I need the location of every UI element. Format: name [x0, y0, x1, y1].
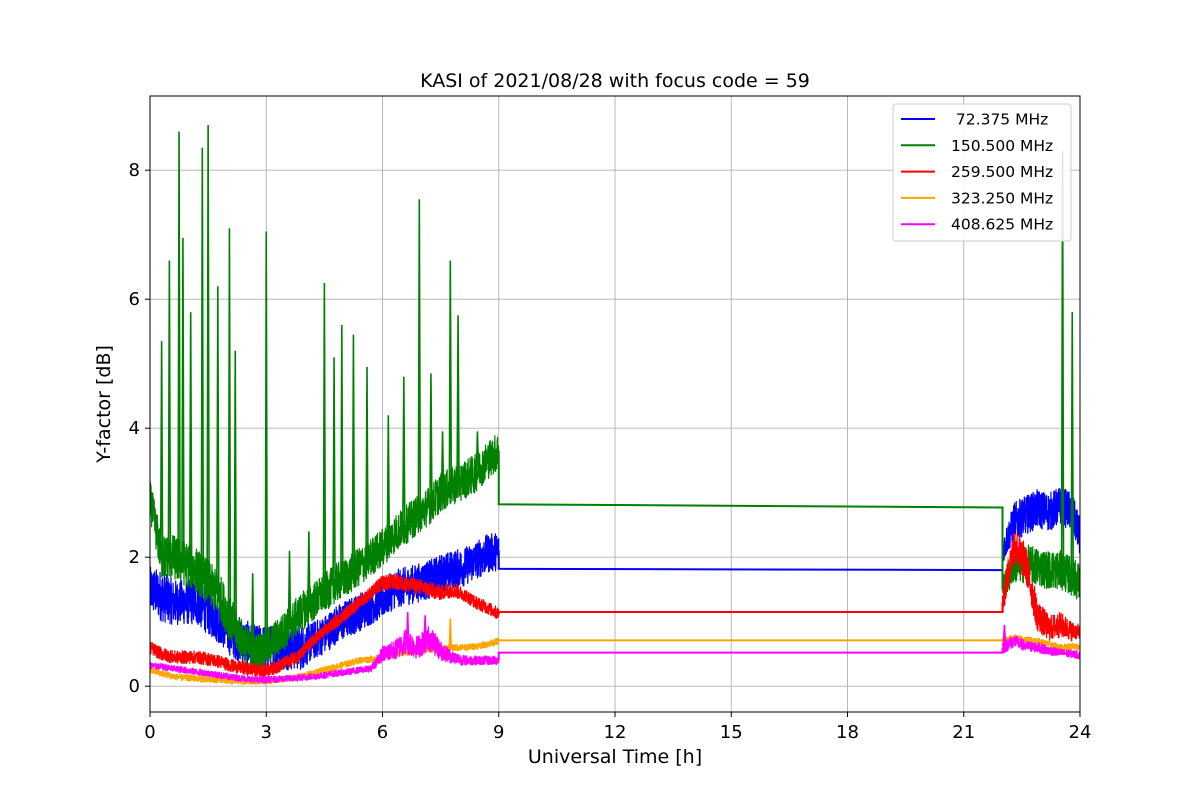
series-spike — [423, 615, 427, 642]
x-axis-label: Universal Time [h] — [528, 746, 702, 768]
legend-label: 408.625 MHz — [951, 216, 1053, 234]
series-spike — [181, 237, 185, 563]
series-spike — [351, 334, 356, 572]
series-line — [150, 532, 1080, 678]
series-spike — [429, 373, 433, 504]
x-tick-label: 3 — [261, 722, 272, 743]
series-spike — [448, 260, 453, 488]
series-spike — [417, 199, 422, 514]
series-flat-segment — [497, 602, 1004, 614]
series-spike — [475, 431, 480, 472]
series-2 — [150, 532, 1080, 678]
series-spike — [456, 315, 460, 484]
legend-label: 72.375 MHz — [951, 111, 1048, 129]
x-tick-label: 15 — [720, 722, 743, 743]
x-tick-label: 24 — [1069, 722, 1092, 743]
series-spike — [188, 312, 193, 567]
y-tick-label: 0 — [129, 676, 140, 697]
series-spike — [250, 573, 255, 652]
series-flat-segment — [497, 450, 1004, 590]
series-spike — [177, 131, 181, 561]
series-spike — [167, 260, 172, 558]
series-spike — [1070, 312, 1075, 577]
chart-title: KASI of 2021/08/28 with focus code = 59 — [420, 70, 810, 92]
legend-label: 150.500 MHz — [951, 137, 1053, 155]
series-spike — [307, 531, 311, 606]
y-tick-label: 8 — [129, 160, 140, 181]
series-spike — [365, 366, 369, 561]
series-spike — [216, 286, 220, 594]
y-tick-label: 2 — [129, 547, 140, 568]
series-spike — [405, 611, 410, 643]
series-spike — [206, 125, 210, 583]
x-tick-label: 9 — [493, 722, 504, 743]
x-tick-label: 0 — [144, 722, 155, 743]
y-tick-label: 6 — [129, 289, 140, 310]
x-tick-label: 18 — [836, 722, 859, 743]
series-spike — [322, 283, 327, 593]
series-spike — [440, 431, 445, 492]
series-spike — [332, 357, 336, 585]
series-flat-segment — [497, 647, 1004, 661]
series-spike — [386, 415, 391, 542]
series-spike — [1002, 624, 1007, 647]
legend-box — [892, 103, 1072, 242]
series-spike — [200, 147, 205, 577]
legend: 72.375 MHz 150.500 MHz 259.500 MHz 323.250 … — [892, 103, 1072, 242]
x-tick-label: 12 — [604, 722, 627, 743]
series-spike — [159, 341, 164, 558]
series-spike — [448, 618, 453, 648]
y-tick-label: 4 — [129, 418, 140, 439]
legend-label: 259.500 MHz — [951, 163, 1053, 181]
series-spike — [287, 550, 292, 625]
x-tick-label: 21 — [952, 722, 975, 743]
series-spike — [227, 228, 232, 618]
series-line — [150, 626, 1080, 684]
series-spike — [233, 350, 238, 629]
series-spike — [340, 324, 344, 580]
series-spike — [264, 231, 269, 648]
series-flat-segment — [497, 639, 1004, 642]
legend-label: 323.250 MHz — [951, 189, 1053, 207]
x-tick-label: 6 — [377, 722, 388, 743]
series-4 — [150, 611, 1080, 684]
y-axis-label: Y-factor [dB] — [93, 345, 115, 464]
series-spike — [402, 376, 406, 527]
